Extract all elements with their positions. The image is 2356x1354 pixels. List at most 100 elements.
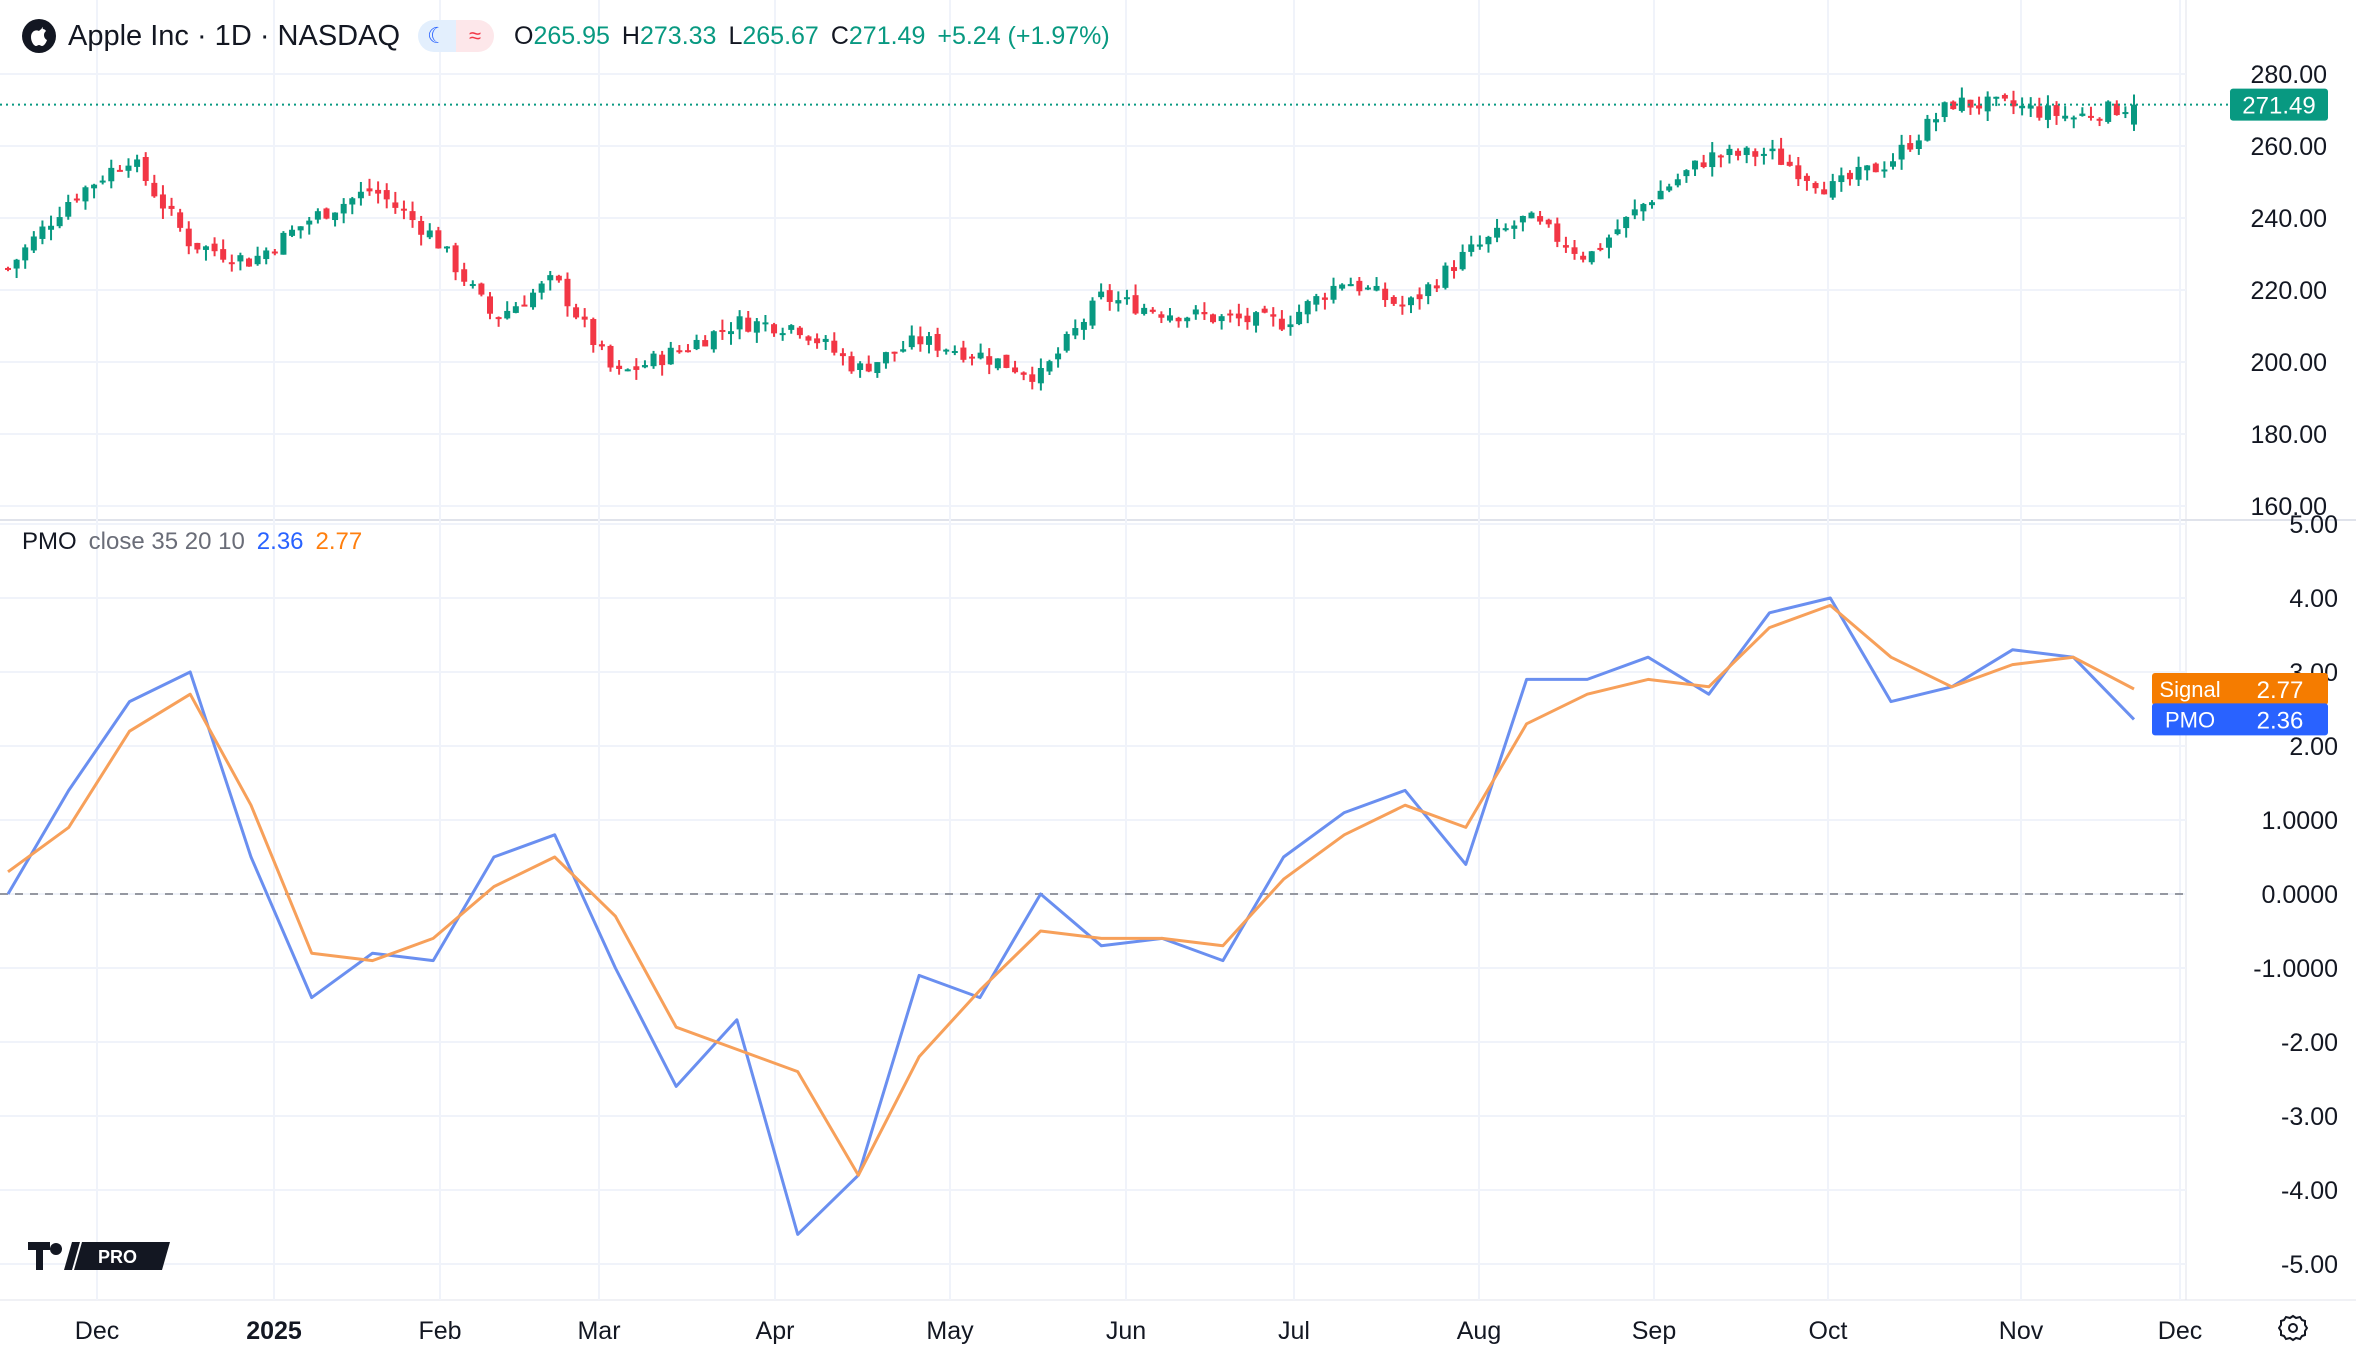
candle-body — [538, 283, 545, 293]
pmo-tick-label: 0.0000 — [2262, 881, 2338, 909]
candle-body — [1175, 317, 1182, 322]
moon-icon[interactable]: ☾ — [418, 20, 456, 52]
candle-body — [1166, 315, 1173, 321]
candle-body — [1141, 307, 1148, 314]
candle-body — [452, 245, 459, 273]
candle-body — [1416, 294, 1423, 300]
candle-body — [366, 188, 373, 192]
candle-body — [1640, 204, 1647, 212]
time-label: Dec — [75, 1317, 119, 1345]
candle-body — [530, 292, 537, 308]
candle-body — [280, 232, 287, 255]
candle-body — [2010, 100, 2017, 107]
symbol-title[interactable]: Apple Inc · 1D · NASDAQ — [68, 19, 400, 52]
candle-body — [383, 190, 390, 200]
candle-body — [521, 304, 528, 307]
candle-body — [1915, 140, 1922, 149]
candle-body — [1227, 313, 1234, 316]
candle-body — [1063, 333, 1070, 351]
candle-body — [30, 236, 37, 251]
indicator-name[interactable]: PMO — [22, 528, 77, 555]
candle-body — [125, 165, 132, 171]
price-tick-label: 180.00 — [2251, 421, 2327, 449]
high-label: H — [621, 21, 640, 50]
candle-body — [220, 249, 227, 260]
candle-body — [986, 356, 993, 365]
candle-body — [1950, 101, 1957, 110]
candle-body — [478, 283, 485, 295]
candle-body — [1752, 151, 1759, 157]
candle-body — [796, 327, 803, 336]
candle-body — [168, 205, 175, 209]
candle-body — [1106, 290, 1113, 302]
candle-body — [1003, 354, 1010, 368]
candle-body — [1967, 99, 1974, 108]
candle-body — [977, 352, 984, 359]
candle-body — [573, 307, 580, 318]
candle-body — [56, 217, 63, 227]
candle-body — [1537, 216, 1544, 222]
candle-body — [1089, 300, 1096, 326]
candle-body — [1648, 202, 1655, 206]
pmo-tick-label: 5.00 — [2289, 511, 2338, 539]
candle-body — [1769, 148, 1776, 152]
candle-body — [1623, 216, 1630, 229]
candle-body — [1347, 284, 1354, 287]
wave-icon[interactable]: ≈ — [456, 20, 494, 52]
candle-body — [237, 255, 244, 262]
price-tick-label: 260.00 — [2251, 133, 2327, 161]
indicator-legend[interactable]: PMO close 35 20 10 2.36 2.77 — [22, 528, 362, 556]
candle-body — [1046, 361, 1053, 372]
session-pill[interactable]: ☾ ≈ — [418, 20, 494, 52]
candle-body — [1872, 163, 1879, 173]
candle-body — [228, 262, 235, 265]
candle-body — [1296, 311, 1303, 325]
low-label: L — [728, 21, 743, 50]
candle-body — [1631, 209, 1638, 216]
candle-body — [2096, 118, 2103, 121]
candle-body — [73, 198, 80, 201]
time-label: 2025 — [246, 1317, 302, 1345]
candle-body — [960, 347, 967, 360]
candle-body — [934, 333, 941, 351]
candle-body — [116, 169, 123, 172]
price-candles — [0, 87, 2230, 391]
candle-body — [91, 184, 98, 189]
candle-body — [1304, 301, 1311, 315]
candle-body — [951, 351, 958, 354]
time-label: Jul — [1278, 1317, 1310, 1345]
candle-body — [13, 259, 20, 269]
settings-gear-icon[interactable] — [2277, 1313, 2309, 1343]
grid — [0, 0, 2356, 1301]
candle-body — [684, 350, 691, 353]
candle-body — [332, 212, 339, 221]
candle-body — [1459, 251, 1466, 270]
time-label: Dec — [2158, 1317, 2202, 1345]
candle-body — [297, 226, 304, 231]
apple-logo-icon[interactable] — [22, 19, 56, 53]
candle-body — [1588, 251, 1595, 263]
candle-body — [633, 366, 640, 370]
candle-body — [1709, 152, 1716, 168]
candle-body — [1407, 297, 1414, 306]
candle-body — [1356, 280, 1363, 292]
candle-body — [1123, 297, 1130, 300]
candle-body — [1012, 367, 1019, 373]
pmo-badge-label: PMO — [2165, 707, 2215, 732]
candle-body — [1580, 255, 1587, 260]
candle-body — [2001, 94, 2008, 99]
time-label: Mar — [577, 1317, 620, 1345]
price-tick-label: 220.00 — [2251, 277, 2327, 305]
candle-body — [650, 353, 657, 367]
candle-body — [710, 331, 717, 350]
candle-body — [719, 329, 726, 332]
candle-body — [2036, 106, 2043, 118]
candle-body — [409, 211, 416, 221]
time-label: May — [926, 1317, 974, 1345]
candle-body — [788, 325, 795, 330]
signal-badge-value: 2.77 — [2257, 677, 2304, 704]
candle-body — [676, 350, 683, 353]
tradingview-logo[interactable]: PRO — [28, 1240, 170, 1277]
candle-body — [512, 306, 519, 313]
